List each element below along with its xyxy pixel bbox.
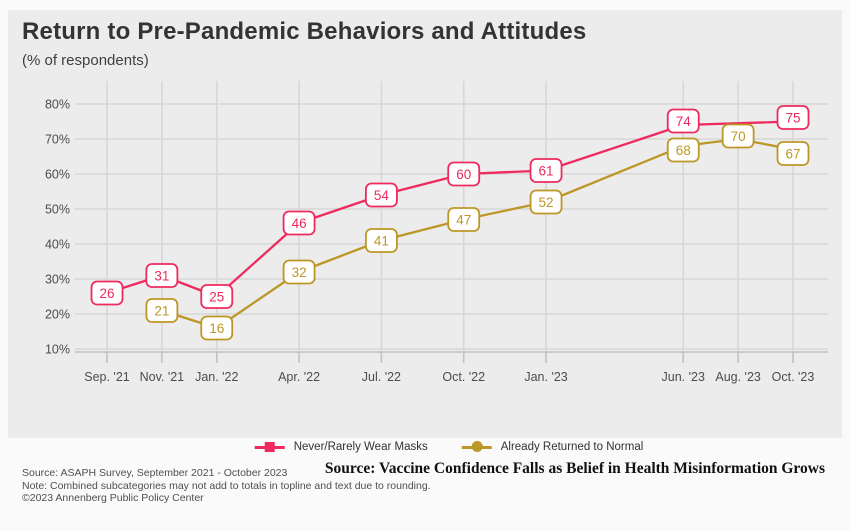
svg-text:20%: 20% — [45, 308, 70, 322]
chart-panel — [8, 10, 842, 438]
legend-item-masks: Never/Rarely Wear Masks — [254, 441, 428, 453]
svg-text:50%: 50% — [45, 203, 70, 217]
svg-text:Sep. '21: Sep. '21 — [84, 370, 130, 384]
svg-text:21: 21 — [154, 303, 169, 318]
svg-text:Oct. '22: Oct. '22 — [442, 370, 485, 384]
svg-text:16: 16 — [209, 321, 224, 336]
svg-text:74: 74 — [676, 114, 692, 129]
legend-label-masks: Never/Rarely Wear Masks — [293, 441, 428, 453]
legend-item-normal: Already Returned to Normal — [461, 441, 644, 453]
svg-text:75: 75 — [785, 110, 800, 125]
svg-text:10%: 10% — [45, 343, 70, 357]
svg-text:46: 46 — [292, 216, 307, 231]
report-headline: Source: Vaccine Confidence Falls as Beli… — [324, 460, 825, 477]
note-line: Note: Combined subcategories may not add… — [22, 479, 431, 492]
svg-text:Apr. '22: Apr. '22 — [278, 370, 320, 384]
svg-text:68: 68 — [676, 143, 691, 158]
svg-text:Oct. '23: Oct. '23 — [772, 370, 815, 384]
page-subtitle: (% of respondents) — [22, 52, 149, 69]
pink-line-square-marker-icon — [254, 441, 285, 452]
svg-text:31: 31 — [154, 268, 169, 283]
svg-text:Jul. '22: Jul. '22 — [362, 370, 401, 384]
legend-label-normal: Already Returned to Normal — [500, 441, 644, 453]
line-chart-svg: 10% 20% 30% 40% 50% 60% 70% 80% Sep. '21 Nov. '21… — [45, 81, 828, 384]
svg-text:61: 61 — [539, 163, 554, 178]
svg-text:52: 52 — [539, 195, 554, 210]
gold-line-circle-marker-icon — [461, 441, 492, 452]
svg-text:70%: 70% — [45, 133, 70, 147]
svg-text:Jun. '23: Jun. '23 — [662, 370, 705, 384]
svg-text:Jan. '22: Jan. '22 — [195, 370, 238, 384]
svg-text:Aug. '23: Aug. '23 — [715, 370, 761, 384]
line-chart: 10% 20% 30% 40% 50% 60% 70% 80% Sep. '21 Nov. '21… — [45, 81, 828, 384]
svg-text:26: 26 — [99, 286, 114, 301]
svg-text:60%: 60% — [45, 168, 70, 182]
svg-text:70: 70 — [731, 129, 746, 144]
page-title: Return to Pre-Pandemic Behaviors and Att… — [22, 18, 587, 45]
copyright-line: ©2023 Annenberg Public Policy Center — [22, 492, 204, 504]
svg-text:54: 54 — [374, 188, 390, 203]
svg-text:Nov. '21: Nov. '21 — [140, 370, 185, 384]
svg-text:32: 32 — [292, 265, 307, 280]
svg-text:60: 60 — [456, 167, 471, 182]
svg-text:41: 41 — [374, 233, 389, 248]
svg-text:47: 47 — [456, 212, 471, 227]
svg-text:40%: 40% — [45, 238, 70, 252]
svg-text:80%: 80% — [45, 98, 70, 112]
svg-text:30%: 30% — [45, 273, 70, 287]
svg-text:67: 67 — [785, 146, 800, 161]
svg-text:25: 25 — [209, 289, 224, 304]
chart-legend: Never/Rarely Wear Masks Already Returned… — [254, 441, 644, 453]
svg-text:Jan. '23: Jan. '23 — [524, 370, 567, 384]
source-line: Source: ASAPH Survey, September 2021 - O… — [22, 467, 288, 479]
footnotes: Source: ASAPH Survey, September 2021 - O… — [22, 467, 431, 505]
